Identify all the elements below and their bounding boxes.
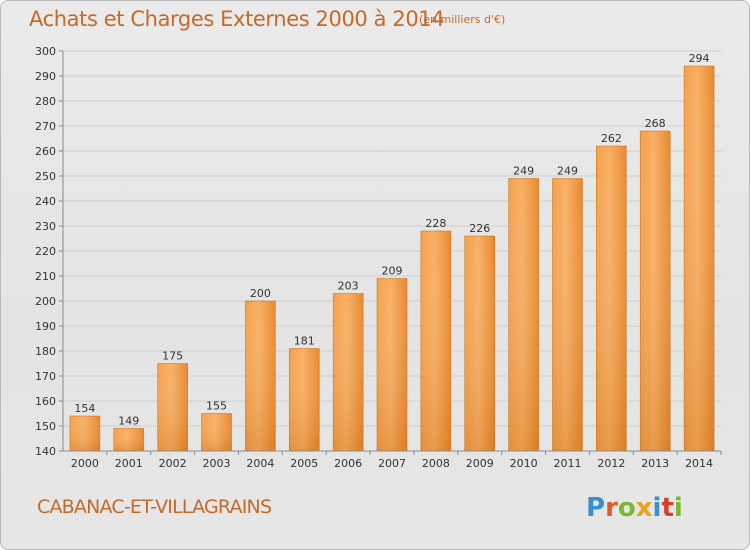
y-tick-label: 160 xyxy=(35,395,56,408)
y-tick-label: 280 xyxy=(35,95,56,108)
y-tick-label: 170 xyxy=(35,370,56,383)
x-tick-label: 2010 xyxy=(510,457,538,470)
x-tick-label: 2009 xyxy=(466,457,494,470)
x-tick-label: 2014 xyxy=(685,457,713,470)
bar-shade xyxy=(245,301,276,451)
bar-value-label: 249 xyxy=(557,165,578,178)
labels: 140 150 160 170 180 190 200 210 220 230 240 250 260 2… xyxy=(35,45,713,470)
bar-shade xyxy=(69,416,100,451)
bar-shade xyxy=(508,178,539,451)
bar-value-label: 149 xyxy=(118,415,139,428)
bar-shade xyxy=(377,278,407,451)
bar-value-label: 203 xyxy=(338,280,359,293)
x-tick-label: 2006 xyxy=(334,457,362,470)
bar-value-label: 209 xyxy=(382,265,403,278)
y-tick-label: 200 xyxy=(35,295,56,308)
bar-value-label: 200 xyxy=(250,287,271,300)
bar-shade xyxy=(596,146,627,451)
x-tick-label: 2004 xyxy=(246,457,274,470)
bar-value-label: 294 xyxy=(689,52,710,65)
bar-shade xyxy=(684,66,715,451)
bar-value-label: 228 xyxy=(425,217,446,230)
x-tick-label: 2002 xyxy=(159,457,187,470)
y-tick-label: 180 xyxy=(35,345,56,358)
chart-title: Achats et Charges Externes 2000 à 2014 xyxy=(29,7,445,31)
bar-value-label: 155 xyxy=(206,400,227,413)
bars xyxy=(69,65,715,452)
y-tick-label: 220 xyxy=(35,245,56,258)
y-tick-label: 300 xyxy=(35,45,56,58)
y-tick-label: 290 xyxy=(35,70,56,83)
bar-shade xyxy=(420,231,451,451)
x-tick-label: 2008 xyxy=(422,457,450,470)
bar-shade xyxy=(464,236,495,451)
bar-shade xyxy=(333,293,364,451)
x-tick-label: 2000 xyxy=(71,457,99,470)
bar-value-label: 268 xyxy=(645,117,666,130)
bar-value-label: 262 xyxy=(601,132,622,145)
chart-unit: (en milliers d'€) xyxy=(419,13,506,26)
x-tick-label: 2003 xyxy=(203,457,231,470)
commune-name: CABANAC-ET-VILLAGRAINS xyxy=(37,496,272,518)
y-tick-label: 250 xyxy=(35,170,56,183)
y-tick-label: 270 xyxy=(35,120,56,133)
x-tick-label: 2005 xyxy=(290,457,318,470)
proxiti-logo: Proxiti xyxy=(586,493,683,523)
bar-shade xyxy=(552,178,583,451)
bar-shade xyxy=(640,131,671,451)
bar-shade xyxy=(201,413,232,451)
svg-text:Proxiti: Proxiti xyxy=(586,493,683,523)
y-tick-label: 230 xyxy=(35,220,56,233)
bar-shade xyxy=(157,363,188,451)
x-tick-label: 2007 xyxy=(378,457,406,470)
x-tick-label: 2001 xyxy=(115,457,143,470)
y-tick-label: 240 xyxy=(35,195,56,208)
y-tick-label: 150 xyxy=(35,420,56,433)
y-tick-label: 190 xyxy=(35,320,56,333)
bar-value-label: 249 xyxy=(513,165,534,178)
y-tick-label: 140 xyxy=(35,445,56,458)
bar-value-label: 175 xyxy=(162,350,183,363)
y-tick-label: 210 xyxy=(35,270,56,283)
bar-value-label: 181 xyxy=(294,335,315,348)
y-tick-label: 260 xyxy=(35,145,56,158)
x-tick-label: 2013 xyxy=(641,457,669,470)
bar-value-label: 154 xyxy=(74,402,95,415)
axes xyxy=(59,50,722,455)
x-tick-label: 2012 xyxy=(597,457,625,470)
x-tick-label: 2011 xyxy=(553,457,581,470)
bar-shade xyxy=(113,428,144,451)
bar-value-label: 226 xyxy=(469,222,490,235)
bar-shade xyxy=(289,348,320,451)
